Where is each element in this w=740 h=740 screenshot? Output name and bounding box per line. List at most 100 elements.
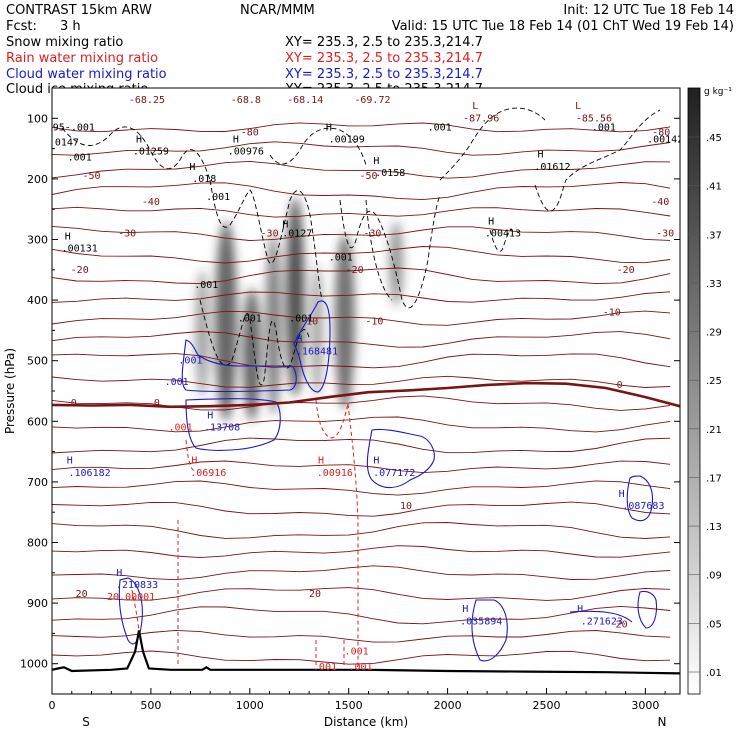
extrema-label: .001 [349,662,373,673]
isotherm-line [52,416,671,433]
colorbar-level-label: .13 [706,522,722,533]
cloud-ice-contour [365,199,393,301]
isotherm-line [52,310,671,326]
plot-layer: -68.25 -68.8 -68.14 -69.72 -87.96 -85.56 -80 -8… [41,95,680,675]
extrema-label: H [282,219,288,230]
extrema-label: H [462,604,468,615]
snow-shading-blob [389,221,404,307]
cloud-water-contour [185,398,281,451]
extrema-label: -.95-.001 [41,122,95,133]
extrema-label: .035894 [460,616,502,627]
x-tick-label: 1000 [236,699,264,712]
temperature-label: 0 [154,398,160,409]
cloud-water-contour [471,599,508,662]
snow-shading-blob [286,197,305,398]
temperature-label: -30 [363,228,381,239]
temperature-label: -20 [617,265,635,276]
extrema-label: .0158 [375,168,405,179]
legend-xy-cloud-water: XY= 235.3, 2.5 to 235.3,214.7 [285,67,483,82]
extrema-label: .06916 [190,468,226,479]
legend-label-cloud-water: Cloud water mixing ratio [6,67,167,82]
cloud-water-contour [637,590,658,629]
extrema-label: .001 [428,122,452,133]
cloud-water-contour [626,475,654,522]
isotherm-line [52,480,671,496]
extrema-label: H [577,604,583,615]
temperature-label: -10 [300,316,318,327]
cloud-water-contours [118,300,658,662]
isotherm-line [52,522,671,539]
y-tick-label: 600 [27,415,48,428]
extrema-label: .077172 [373,468,415,479]
extrema-label: .00976 [228,147,264,158]
plot-area [52,88,680,694]
extrema-label: .0147 [49,138,79,149]
temperature-label: 0 [71,398,77,409]
isotherm-line [52,160,671,179]
temperature-label: -50 [359,171,377,182]
extrema-label: H [191,456,197,467]
extrema-label: H [296,335,302,346]
extrema-label: L [575,101,581,112]
extrema-label: .001 [165,377,189,388]
x-tick-label: 2500 [532,699,560,712]
contour-label-layer: -68.25 -68.8 -68.14 -69.72 -87.96 -85.56 -80 -8… [41,95,680,673]
isotherm-line [52,545,671,559]
isotherm-line [52,605,671,625]
snow-shading-blob [265,233,282,416]
extrema-label: H [318,456,324,467]
colorbar-gradient [687,87,701,695]
legend-label-rain: Rain water mixing ratio [6,51,158,66]
cloud-water-contour [569,610,633,623]
temperature-label: 20 [616,619,628,630]
header-valid: Valid: 15 UTC Tue 18 Feb 14 (01 ChT Wed … [392,19,734,34]
isotherm-line [52,246,671,264]
snow-shading-blob [311,263,324,398]
y-axis-title: Pressure (hPa) [3,348,17,434]
extrema-label: H [619,489,625,500]
colorbar-level-label: .01 [706,668,722,679]
temperature-label: -30 [656,228,674,239]
colorbar: g kg⁻¹ .45 .41 .37 .33 .29 .25 .21 .17 .13 .09 .05… [687,87,732,695]
isotherm-line [52,629,671,643]
y-tick-label: 900 [27,597,48,610]
temperature-label: -68.8 [231,95,261,106]
x-end-label-north: N [658,715,667,729]
extrema-label: .001 [178,356,202,367]
y-tick-label: 500 [27,355,48,368]
x-tick-label: 0 [49,699,56,712]
x-tick-label: 500 [140,699,161,712]
cloud-ice-contour [339,194,441,309]
colorbar-level-label: .33 [706,279,722,290]
temperature-label: 10 [400,501,412,512]
extrema-label: .087683 [622,501,664,512]
colorbar-level-label: .21 [706,425,722,436]
extrema-label: H [326,122,332,133]
isotherm-line [52,501,671,517]
extrema-label: .001 [206,192,230,203]
extrema-label: .00131 [62,244,98,255]
isotherm-line [52,353,671,369]
extrema-label: .001 [194,280,218,291]
isotherm-line [52,331,671,348]
header-fcst-label: Fcst: [6,19,37,34]
isotherm-line [52,437,671,454]
extrema-label: H [136,135,142,146]
rain-water-contour [185,439,197,473]
y-tick-label: 1000 [20,658,48,671]
isotherm-line [52,587,671,601]
temperature-label: -87.96 [463,113,499,124]
extrema-label: .01612 [534,162,570,173]
extrema-label: H [488,216,494,227]
extrema-label: .001 [313,662,337,673]
rain-water-contour [315,399,349,439]
extrema-label: .001 [329,253,353,264]
isotherm-line [52,460,671,474]
cloud-ice-contours [61,107,661,386]
snow-shading-blob [195,269,210,398]
x-tick-label: 2000 [434,699,462,712]
extrema-label: .00199 [329,135,365,146]
extrema-label: H [233,135,239,146]
cloud-water-contour [181,339,297,393]
extrema-label: .106182 [69,468,111,479]
